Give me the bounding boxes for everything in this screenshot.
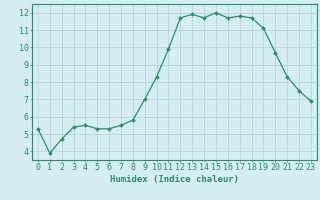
X-axis label: Humidex (Indice chaleur): Humidex (Indice chaleur) <box>110 175 239 184</box>
